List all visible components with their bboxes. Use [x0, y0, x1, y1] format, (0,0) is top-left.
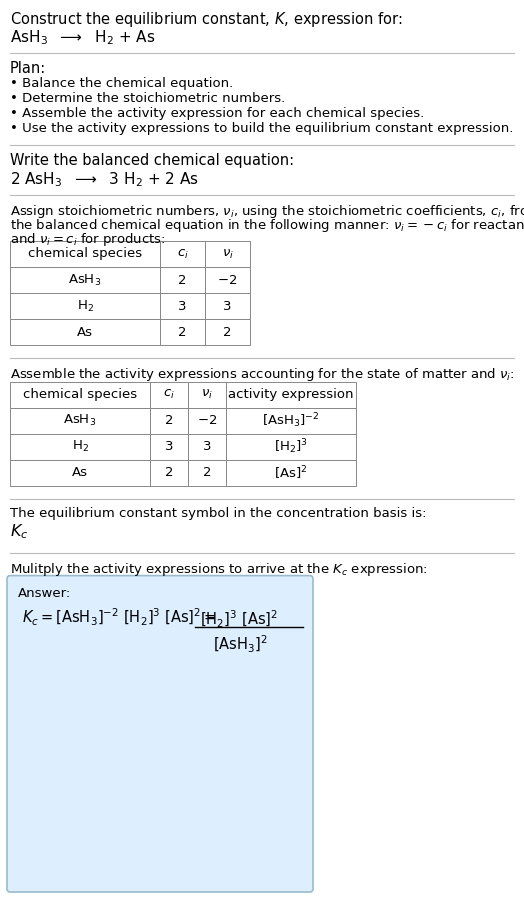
Text: Construct the equilibrium constant, $K$, expression for:: Construct the equilibrium constant, $K$,… — [10, 10, 402, 29]
Bar — [150, 460, 188, 486]
Bar — [10, 408, 150, 433]
Text: $K_c = [\mathrm{AsH_3}]^{-2}\ [\mathrm{H_2}]^3\ [\mathrm{As}]^2 =$: $K_c = [\mathrm{AsH_3}]^{-2}\ [\mathrm{H… — [22, 606, 216, 628]
Text: $[\mathrm{H_2}]^3\ [\mathrm{As}]^2$: $[\mathrm{H_2}]^3\ [\mathrm{As}]^2$ — [200, 608, 278, 630]
Bar — [226, 382, 356, 408]
Bar — [188, 460, 226, 486]
Text: 2: 2 — [178, 325, 187, 339]
Text: AsH$_3$  $\longrightarrow$  H$_2$ + As: AsH$_3$ $\longrightarrow$ H$_2$ + As — [10, 28, 156, 47]
Text: • Use the activity expressions to build the equilibrium constant expression.: • Use the activity expressions to build … — [10, 122, 514, 135]
Bar — [205, 267, 250, 293]
Text: 2: 2 — [178, 274, 187, 287]
Text: As: As — [72, 467, 88, 479]
Text: AsH$_3$: AsH$_3$ — [69, 272, 102, 287]
Text: H$_2$: H$_2$ — [77, 298, 93, 314]
Text: AsH$_3$: AsH$_3$ — [63, 414, 96, 428]
Bar — [10, 382, 150, 408]
Bar — [188, 408, 226, 433]
Text: 3: 3 — [203, 441, 211, 453]
Bar — [10, 319, 160, 345]
Text: the balanced chemical equation in the following manner: $\nu_i = -c_i$ for react: the balanced chemical equation in the fo… — [10, 217, 524, 234]
Text: $c_i$: $c_i$ — [163, 388, 175, 401]
FancyBboxPatch shape — [7, 576, 313, 892]
Text: Assign stoichiometric numbers, $\nu_i$, using the stoichiometric coefficients, $: Assign stoichiometric numbers, $\nu_i$, … — [10, 203, 524, 220]
Text: $K_c$: $K_c$ — [10, 523, 28, 542]
Text: Plan:: Plan: — [10, 61, 46, 76]
Bar — [188, 433, 226, 460]
Bar — [150, 408, 188, 433]
Text: 3: 3 — [223, 299, 232, 313]
Bar — [205, 319, 250, 345]
Text: 3: 3 — [165, 441, 173, 453]
Bar — [226, 408, 356, 433]
Text: As: As — [77, 325, 93, 339]
Bar — [160, 241, 205, 267]
Text: $[\mathrm{AsH_3}]^2$: $[\mathrm{AsH_3}]^2$ — [213, 633, 268, 655]
Bar — [205, 293, 250, 319]
Bar — [10, 460, 150, 486]
Text: 2: 2 — [223, 325, 232, 339]
Bar — [10, 267, 160, 293]
Text: $\nu_i$: $\nu_i$ — [222, 248, 234, 260]
Text: Write the balanced chemical equation:: Write the balanced chemical equation: — [10, 153, 294, 168]
Bar — [205, 241, 250, 267]
Text: $-2$: $-2$ — [197, 414, 217, 427]
Text: 2 AsH$_3$  $\longrightarrow$  3 H$_2$ + 2 As: 2 AsH$_3$ $\longrightarrow$ 3 H$_2$ + 2 … — [10, 170, 199, 188]
Bar — [226, 433, 356, 460]
Text: H$_2$: H$_2$ — [71, 440, 89, 454]
Text: Answer:: Answer: — [18, 587, 71, 599]
Text: $c_i$: $c_i$ — [177, 248, 189, 260]
Text: Mulitply the activity expressions to arrive at the $K_c$ expression:: Mulitply the activity expressions to arr… — [10, 560, 428, 578]
Text: chemical species: chemical species — [23, 388, 137, 401]
Text: Assemble the activity expressions accounting for the state of matter and $\nu_i$: Assemble the activity expressions accoun… — [10, 366, 515, 383]
Text: $\nu_i$: $\nu_i$ — [201, 388, 213, 401]
Text: $[\mathrm{AsH_3}]^{-2}$: $[\mathrm{AsH_3}]^{-2}$ — [263, 412, 320, 430]
Bar — [160, 319, 205, 345]
Text: 2: 2 — [165, 414, 173, 427]
Bar — [150, 382, 188, 408]
Bar — [150, 433, 188, 460]
Text: 2: 2 — [203, 467, 211, 479]
Text: activity expression: activity expression — [228, 388, 354, 401]
Text: The equilibrium constant symbol in the concentration basis is:: The equilibrium constant symbol in the c… — [10, 506, 427, 520]
Text: chemical species: chemical species — [28, 248, 142, 260]
Text: • Determine the stoichiometric numbers.: • Determine the stoichiometric numbers. — [10, 92, 285, 105]
Bar — [160, 267, 205, 293]
Bar — [10, 293, 160, 319]
Text: and $\nu_i = c_i$ for products:: and $\nu_i = c_i$ for products: — [10, 231, 166, 248]
Text: $[\mathrm{H_2}]^3$: $[\mathrm{H_2}]^3$ — [274, 438, 308, 456]
Bar — [188, 382, 226, 408]
Bar — [10, 241, 160, 267]
Text: • Balance the chemical equation.: • Balance the chemical equation. — [10, 77, 233, 90]
Bar — [10, 433, 150, 460]
Bar — [160, 293, 205, 319]
Text: $-2$: $-2$ — [217, 274, 237, 287]
Bar — [226, 460, 356, 486]
Text: 3: 3 — [178, 299, 187, 313]
Text: $[\mathrm{As}]^2$: $[\mathrm{As}]^2$ — [275, 464, 308, 481]
Text: • Assemble the activity expression for each chemical species.: • Assemble the activity expression for e… — [10, 107, 424, 120]
Text: 2: 2 — [165, 467, 173, 479]
